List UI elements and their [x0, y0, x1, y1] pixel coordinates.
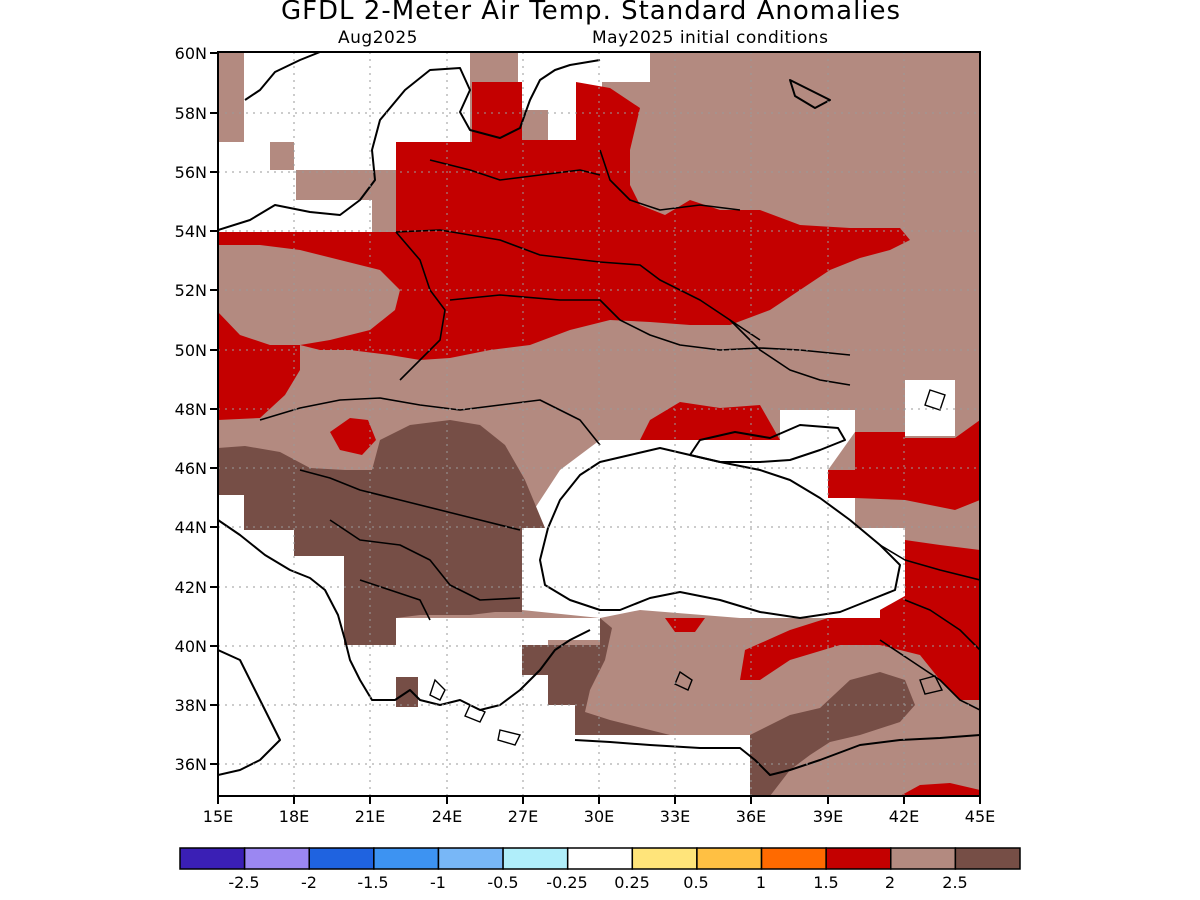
lon-label: 21E — [355, 807, 385, 826]
latitude-labels: 60N 58N 56N 54N 52N 50N 48N 46N 44N 42N … — [175, 44, 207, 774]
colorbar-label: -1 — [430, 873, 446, 892]
map-panel — [218, 52, 980, 796]
colorbar-swatch — [954, 847, 1021, 870]
lat-label: 36N — [175, 755, 207, 774]
colorbar-label: -2 — [301, 873, 317, 892]
lat-label: 40N — [175, 637, 207, 656]
aegean-islands — [429, 389, 946, 746]
graticule — [218, 52, 980, 796]
forecast-month: Aug2025 — [338, 28, 418, 48]
colorbar-swatch — [825, 847, 892, 870]
colorbar-swatch — [437, 847, 504, 870]
colorbar-label: -2.5 — [228, 873, 259, 892]
lat-label: 56N — [175, 163, 207, 182]
lat-label: 42N — [175, 578, 207, 597]
lon-label: 39E — [813, 807, 843, 826]
colorbar-swatch — [566, 847, 634, 870]
lat-label: 60N — [175, 44, 207, 63]
colorbar-label: 2.5 — [942, 873, 967, 892]
colorbar-swatch — [502, 847, 569, 870]
longitude-labels: 15E 18E 21E 24E 27E 30E 33E 36E 39E 42E … — [203, 807, 995, 826]
colorbar-label: -0.25 — [546, 873, 587, 892]
colorbar-labels: -2.5 -2 -1.5 -1 -0.5 -0.25 0.25 0.5 1 1.… — [228, 873, 967, 892]
country-borders — [259, 149, 980, 711]
colorbar-swatch — [696, 847, 763, 870]
lon-label: 18E — [279, 807, 309, 826]
lat-label: 54N — [175, 222, 207, 241]
lat-label: 46N — [175, 459, 207, 478]
lon-label: 27E — [508, 807, 538, 826]
lon-label: 15E — [203, 807, 233, 826]
colorbar-label: 1 — [756, 873, 766, 892]
colorbar-swatch — [179, 847, 246, 870]
colorbar-swatch — [308, 847, 375, 870]
coastlines — [218, 52, 980, 776]
colorbar-label: -1.5 — [357, 873, 388, 892]
colorbar-swatch — [373, 847, 440, 870]
colorbar-swatch — [631, 847, 698, 870]
colorbar-label: 1.5 — [813, 873, 838, 892]
colorbar — [179, 847, 1021, 870]
lat-label: 50N — [175, 341, 207, 360]
lon-label: 42E — [889, 807, 919, 826]
lon-label: 45E — [965, 807, 995, 826]
lat-label: 48N — [175, 400, 207, 419]
lat-label: 38N — [175, 696, 207, 715]
colorbar-label: -0.5 — [487, 873, 518, 892]
lat-label: 58N — [175, 104, 207, 123]
map-title: GFDL 2-Meter Air Temp. Standard Anomalie… — [280, 0, 902, 26]
colorbar-swatch — [890, 847, 957, 870]
lat-label: 52N — [175, 281, 207, 300]
lon-label: 24E — [432, 807, 462, 826]
axis-ticks — [210, 52, 981, 804]
colorbar-swatch — [243, 847, 310, 870]
colorbar-swatch — [760, 847, 827, 870]
lat-label: 44N — [175, 518, 207, 537]
lon-label: 36E — [736, 807, 766, 826]
colorbar-label: 2 — [885, 873, 895, 892]
lon-label: 33E — [660, 807, 690, 826]
lon-label: 30E — [584, 807, 614, 826]
colorbar-label: 0.5 — [683, 873, 708, 892]
initial-conditions: May2025 initial conditions — [592, 28, 829, 48]
colorbar-label: 0.25 — [614, 873, 650, 892]
